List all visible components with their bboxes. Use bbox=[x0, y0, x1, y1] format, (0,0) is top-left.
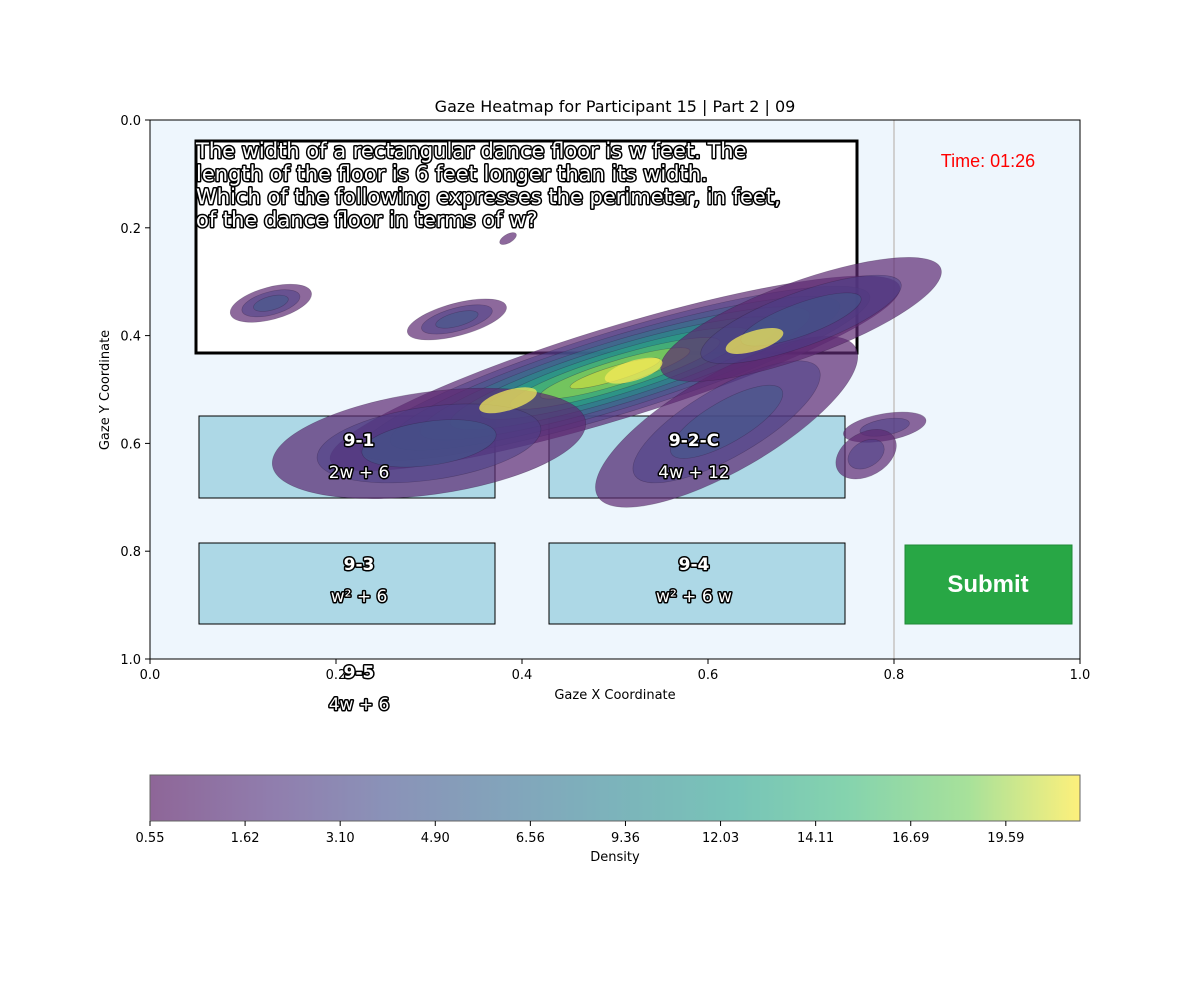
y-axis-title: Gaze Y Coordinate bbox=[98, 330, 113, 450]
density-contour bbox=[361, 419, 497, 468]
option-box-9-3[interactable] bbox=[198, 542, 496, 625]
chart-title: Gaze Heatmap for Participant 15 | Part 2… bbox=[435, 97, 796, 116]
option-id-9-2-C: 9-2-C bbox=[669, 431, 719, 451]
y-tick-label: 0.4 bbox=[120, 330, 141, 345]
option-id-9-5: 9-5 bbox=[344, 663, 375, 683]
density-contour bbox=[847, 439, 885, 470]
submit-button[interactable] bbox=[904, 544, 1073, 625]
axis-ticks: 0.0 0.2 0.4 0.6 0.8 1.00.00.20.40.60.81.0 bbox=[120, 114, 1090, 683]
colorbar-label: Density bbox=[590, 850, 640, 865]
question-line-1: The width of a rectangular dance floor i… bbox=[195, 139, 747, 163]
density-heatmap bbox=[229, 232, 942, 508]
colorbar-tick-label: 16.69 bbox=[892, 831, 929, 846]
density-peak bbox=[479, 387, 537, 414]
colorbar-tick-label: 4.90 bbox=[421, 831, 450, 846]
axes-frame bbox=[149, 119, 1081, 660]
question-line-4: of the dance floor in terms of w? bbox=[196, 208, 538, 232]
option-answer-9-2-C: 4w + 12 bbox=[658, 463, 729, 483]
option-answer-9-3: w² + 6 bbox=[331, 587, 388, 607]
submit-button-label[interactable]: Submit bbox=[947, 571, 1028, 598]
colorbar-ticks: 0.55 1.62 3.10 4.90 6.56 9.36 12.03 14.11 16.69 1… bbox=[136, 821, 1024, 846]
colorbar-tick-label: 9.36 bbox=[611, 831, 640, 846]
option-answer-9-4: w² + 6 w bbox=[656, 587, 732, 607]
density-contour bbox=[499, 232, 517, 245]
y-tick-label: 0.0 bbox=[120, 114, 141, 129]
density-peak bbox=[604, 357, 663, 384]
colorbar bbox=[149, 774, 1081, 822]
x-tick-label: 0.8 bbox=[884, 668, 905, 683]
density-contour bbox=[253, 294, 289, 312]
option-id-9-4: 9-4 bbox=[679, 555, 710, 575]
density-contour bbox=[670, 384, 784, 459]
option-box-9-4[interactable] bbox=[548, 542, 846, 625]
colorbar-tick-label: 6.56 bbox=[516, 831, 545, 846]
option-answer-9-1: 2w + 6 bbox=[329, 463, 390, 483]
density-contour bbox=[435, 310, 479, 329]
y-tick-label: 0.6 bbox=[120, 437, 141, 452]
colorbar-tick-label: 12.03 bbox=[702, 831, 739, 846]
y-tick-label: 1.0 bbox=[120, 653, 141, 668]
colorbar-tick-label: 3.10 bbox=[326, 831, 355, 846]
density-peak bbox=[725, 328, 784, 354]
question-line-2: length of the floor is 6 feet longer tha… bbox=[196, 162, 708, 186]
colorbar-tick-label: 0.55 bbox=[136, 831, 165, 846]
option-id-9-1: 9-1 bbox=[344, 431, 375, 451]
option-answer-9-5: 4w + 6 bbox=[329, 695, 390, 715]
colorbar-tick-label: 19.59 bbox=[987, 831, 1024, 846]
question-line-3: Which of the following expresses the per… bbox=[196, 185, 781, 209]
y-tick-label: 0.8 bbox=[120, 545, 141, 560]
x-tick-label: 0.2 bbox=[326, 668, 347, 683]
x-tick-label: 0.4 bbox=[512, 668, 533, 683]
question-text: The width of a rectangular dance floor i… bbox=[194, 138, 783, 234]
x-tick-label: 0.0 bbox=[140, 668, 161, 683]
y-tick-label: 0.2 bbox=[120, 222, 141, 237]
x-tick-label: 0.6 bbox=[698, 668, 719, 683]
x-axis-title: Gaze X Coordinate bbox=[554, 688, 675, 703]
x-tick-label: 1.0 bbox=[1070, 668, 1091, 683]
option-id-9-3: 9-3 bbox=[344, 555, 375, 575]
colorbar-tick-label: 14.11 bbox=[797, 831, 834, 846]
colorbar-tick-label: 1.62 bbox=[231, 831, 260, 846]
timer-text: Time: 01:26 bbox=[941, 151, 1035, 171]
